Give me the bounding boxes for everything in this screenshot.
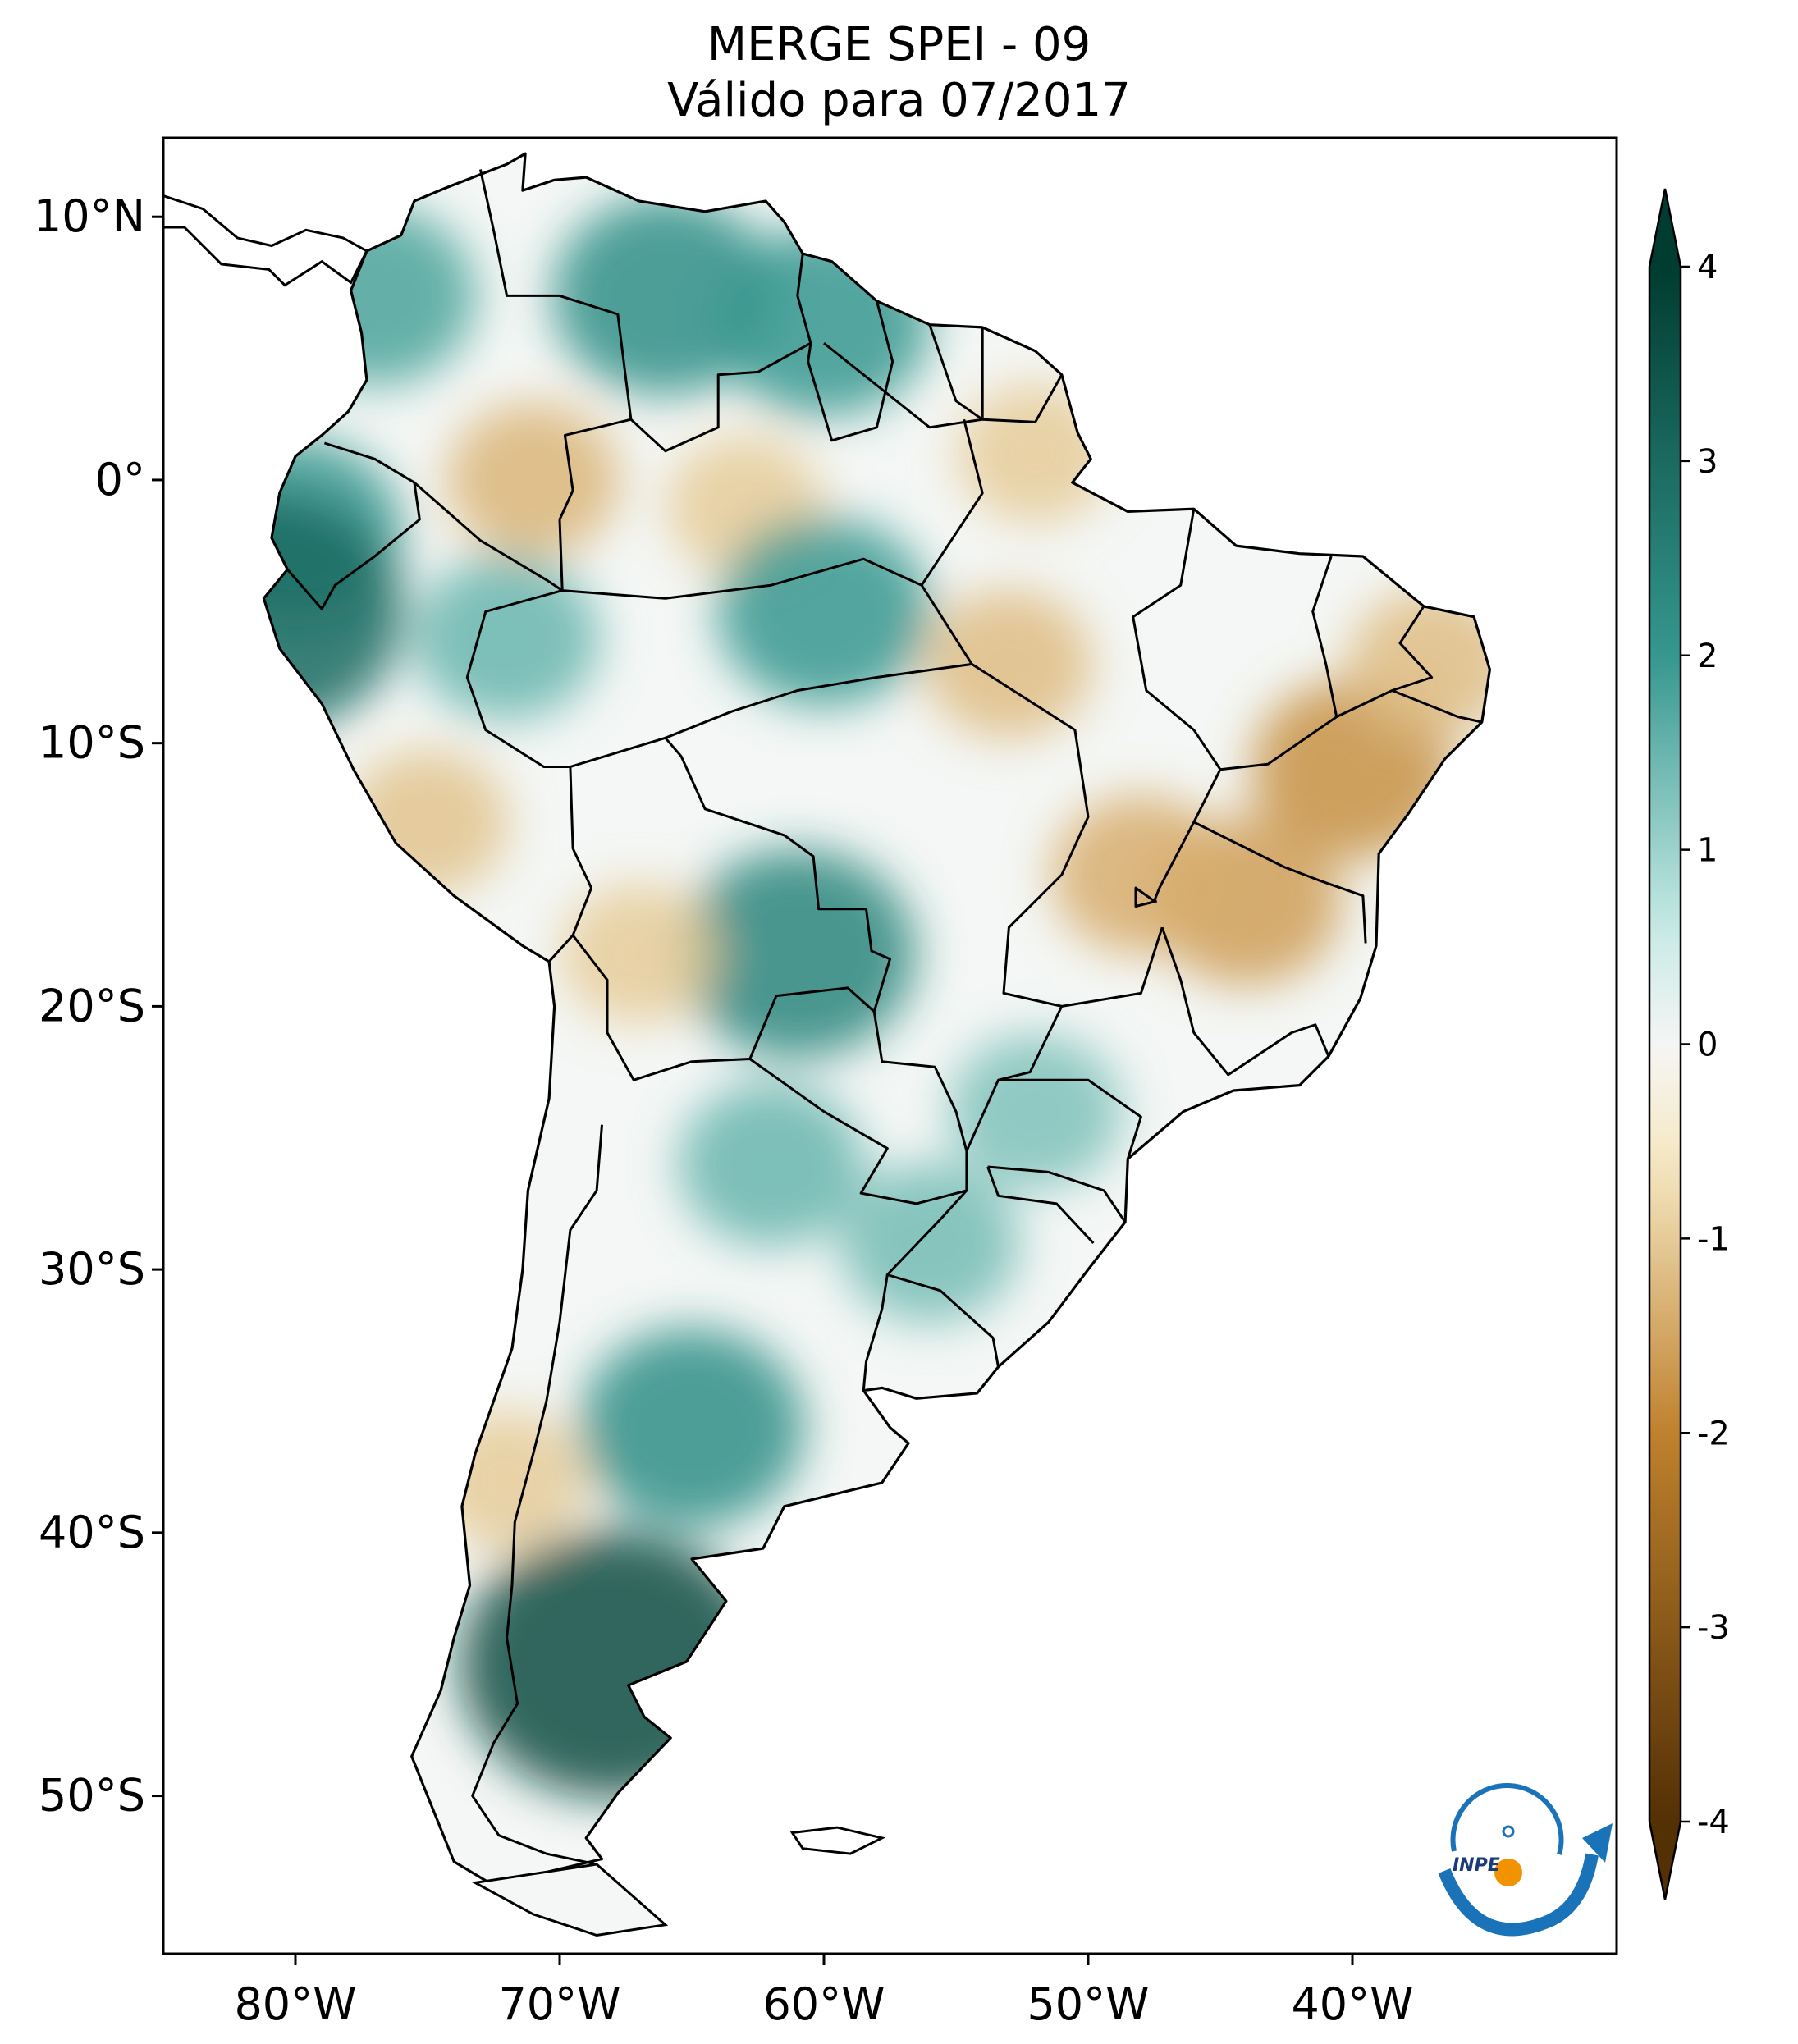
tierra-del-fuego-outline [471,1863,669,1937]
colorbar-tick-label: 3 [1697,443,1718,481]
y-axis-ticks: 10°N 0° 10°S 20°S 30°S 40°S 50°S [34,190,163,1822]
logo-arrow [1582,1823,1613,1863]
map-frame [162,136,1618,1955]
anomaly-zone [414,556,600,720]
falkland-islands-outline [789,1826,886,1855]
colorbar-tick-label: -1 [1697,1220,1730,1258]
border-line [1134,886,1161,908]
map-subtitle: Válido para 07/2017 [667,74,1131,127]
y-tick-label: 30°S [39,1243,145,1295]
border-line [987,1165,1127,1223]
border-line [1219,556,1338,771]
border-line [471,1124,603,1866]
anomaly-zone [579,1328,804,1527]
border-line [928,324,984,421]
anomaly-zone [949,1034,1123,1189]
y-tick-label: 20°S [39,980,145,1031]
border-line [971,663,1164,1008]
border-line [571,934,876,1081]
border-line [1160,926,1330,1077]
border-line [286,441,421,610]
anomaly-zone [446,402,620,557]
border-line [478,169,633,591]
x-tick-label: 40°W [1291,1978,1413,2030]
colorbar-tick-label: -4 [1697,1804,1730,1841]
anomaly-zone [717,517,931,706]
border-line [1132,508,1222,889]
political-borders [286,169,1483,1866]
border-line [981,327,1064,423]
border-line [998,1078,1142,1159]
x-axis-ticks: 80°W 70°W 60°W 50°W 40°W [234,1954,1414,2030]
colorbar-tick-label: 1 [1697,832,1718,870]
colorbar-tick-label: -3 [1697,1609,1730,1647]
spei-anomaly-field [263,196,1490,1799]
x-tick-label: 50°W [1027,1978,1149,2030]
anomaly-zone [560,884,717,1024]
anomaly-zone [1347,589,1490,739]
border-line [862,1189,968,1391]
border-line [1336,606,1434,718]
x-tick-label: 60°W [762,1978,885,2030]
anomaly-zone [679,849,916,1059]
colorbar-tick-label: 2 [1697,638,1718,675]
anomaly-zone [679,1081,864,1246]
x-tick-label: 80°W [234,1978,356,2030]
border-line [413,481,593,963]
logo-text: INPE [1453,1855,1500,1876]
x-tick-label: 70°W [498,1978,620,2030]
border-line [965,1005,1064,1152]
map-title: MERGE SPEI - 09 [707,18,1091,71]
logo-dot [1494,1859,1522,1886]
border-line [807,300,894,442]
border-line [562,557,973,739]
logo-ring [1502,1825,1515,1838]
colorbar-tick-label: 4 [1697,249,1718,286]
y-tick-label: 10°N [34,190,145,242]
y-tick-label: 50°S [39,1770,145,1822]
colorbar-ticks: 4 3 2 1 0 -1 -2 -3 -4 [1681,249,1730,1841]
colorbar-gradient [1648,188,1682,1900]
colorbar-tick-label: -2 [1697,1415,1730,1452]
y-tick-label: 0° [95,454,145,505]
inpe-logo: INPE [1438,1783,1613,1937]
logo-swoosh [1438,1853,1599,1937]
colorbar-tick-label: 0 [1697,1027,1718,1064]
border-line [629,253,812,453]
border-line [986,1166,1095,1245]
anomaly-zone [925,589,1093,739]
border-line [886,1273,1000,1368]
anomaly-zone [840,1164,1019,1324]
border-line [1193,821,1367,944]
border-line [570,736,891,1013]
colorbar: 4 3 2 1 0 -1 -2 -3 -4 [1648,188,1730,1900]
anomaly-zone [1051,795,1231,955]
y-tick-label: 40°S [39,1507,145,1558]
border-line [1391,689,1483,724]
y-tick-label: 10°S [39,717,145,769]
border-line [920,418,984,587]
logo-arc-inner [1450,1783,1564,1855]
central-america-outline [162,194,368,287]
